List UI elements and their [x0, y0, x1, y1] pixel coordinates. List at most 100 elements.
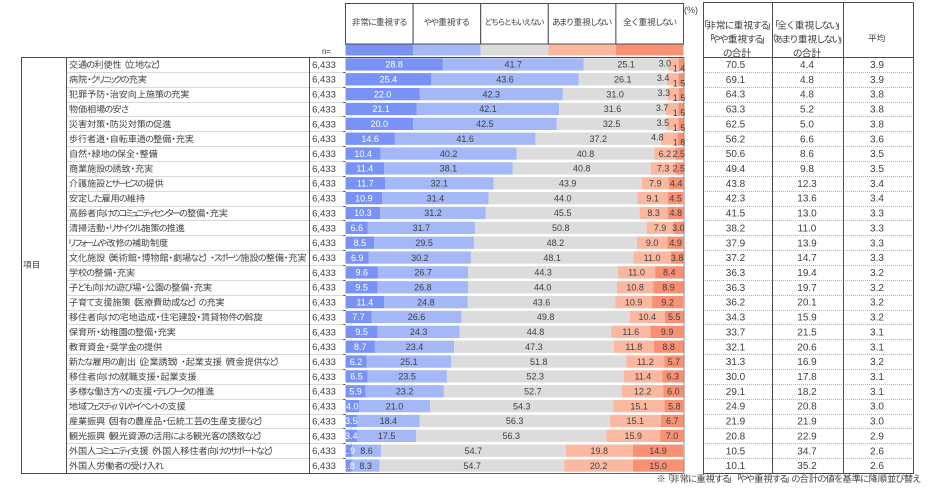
- svg-text:9.8: 9.8: [800, 164, 814, 175]
- svg-text:6,433: 6,433: [312, 327, 336, 338]
- svg-text:19.7: 19.7: [797, 283, 817, 294]
- svg-text:44.3: 44.3: [534, 268, 552, 278]
- svg-text:12.2: 12.2: [634, 387, 652, 397]
- svg-text:3.0: 3.0: [659, 58, 672, 68]
- svg-text:32.1: 32.1: [726, 342, 746, 353]
- svg-text:11.0: 11.0: [628, 268, 645, 278]
- svg-text:3.8: 3.8: [870, 120, 884, 131]
- svg-text:15.1: 15.1: [627, 416, 645, 426]
- svg-text:20.8: 20.8: [797, 402, 817, 413]
- svg-text:31.4: 31.4: [427, 193, 445, 203]
- svg-text:34.7: 34.7: [797, 446, 817, 457]
- svg-text:47.3: 47.3: [525, 342, 543, 352]
- svg-text:56.3: 56.3: [506, 416, 524, 426]
- svg-text:4.4: 4.4: [670, 179, 683, 189]
- svg-text:15.1: 15.1: [630, 401, 648, 411]
- svg-text:26.1: 26.1: [614, 75, 632, 85]
- svg-text:10.5: 10.5: [726, 446, 746, 457]
- svg-text:22.9: 22.9: [797, 432, 817, 443]
- svg-text:9.5: 9.5: [355, 283, 368, 293]
- svg-text:48.1: 48.1: [543, 253, 561, 263]
- svg-text:45.5: 45.5: [554, 208, 572, 218]
- svg-text:25.1: 25.1: [617, 60, 635, 70]
- svg-text:14.9: 14.9: [649, 446, 667, 456]
- svg-text:20.8: 20.8: [726, 432, 746, 443]
- svg-text:6.3: 6.3: [667, 372, 680, 382]
- svg-text:3.1: 3.1: [870, 328, 884, 339]
- svg-text:3.4: 3.4: [657, 73, 670, 83]
- svg-text:3.9: 3.9: [870, 75, 884, 86]
- svg-text:6,433: 6,433: [312, 149, 336, 160]
- svg-text:8.5: 8.5: [354, 238, 367, 248]
- svg-text:37.2: 37.2: [726, 253, 746, 264]
- svg-text:37.2: 37.2: [590, 134, 608, 144]
- svg-text:3.3: 3.3: [870, 238, 884, 249]
- svg-text:6,433: 6,433: [312, 446, 336, 457]
- svg-text:1.5: 1.5: [673, 78, 686, 88]
- svg-text:50.8: 50.8: [552, 223, 570, 233]
- svg-text:54.7: 54.7: [463, 461, 481, 471]
- svg-text:44.8: 44.8: [527, 327, 545, 337]
- svg-text:10.4: 10.4: [354, 149, 372, 159]
- svg-text:20.1: 20.1: [797, 298, 817, 309]
- svg-text:36.3: 36.3: [726, 283, 746, 294]
- svg-text:26.8: 26.8: [414, 283, 432, 293]
- svg-text:23.4: 23.4: [406, 342, 424, 352]
- svg-text:2.6: 2.6: [870, 446, 884, 457]
- svg-text:3.2: 3.2: [870, 283, 884, 294]
- svg-text:70.5: 70.5: [726, 60, 746, 71]
- svg-text:1.5: 1.5: [673, 123, 686, 133]
- svg-text:33.7: 33.7: [726, 328, 746, 339]
- svg-text:6,433: 6,433: [312, 283, 336, 294]
- svg-text:9.2: 9.2: [661, 297, 674, 307]
- svg-text:24.3: 24.3: [410, 327, 428, 337]
- svg-text:3.4: 3.4: [870, 194, 884, 205]
- svg-text:35.2: 35.2: [797, 461, 817, 472]
- svg-text:15.9: 15.9: [797, 313, 817, 324]
- svg-text:5.7: 5.7: [668, 357, 681, 367]
- svg-text:10.3: 10.3: [354, 208, 372, 218]
- svg-text:6,433: 6,433: [312, 298, 336, 309]
- svg-text:29.1: 29.1: [726, 387, 746, 398]
- svg-text:40.8: 40.8: [573, 164, 591, 174]
- svg-text:1.4: 1.4: [673, 63, 686, 73]
- svg-text:69.1: 69.1: [726, 75, 746, 86]
- svg-text:6,433: 6,433: [312, 416, 336, 427]
- svg-text:6,433: 6,433: [312, 104, 336, 115]
- svg-text:11.6: 11.6: [622, 327, 639, 337]
- svg-text:1.9: 1.9: [342, 446, 355, 456]
- svg-text:36.2: 36.2: [726, 298, 746, 309]
- svg-text:31.6: 31.6: [604, 104, 622, 114]
- svg-text:41.7: 41.7: [505, 60, 523, 70]
- svg-text:3.2: 3.2: [870, 357, 884, 368]
- svg-text:17.5: 17.5: [378, 431, 396, 441]
- svg-text:6.0: 6.0: [667, 387, 680, 397]
- svg-text:8.6: 8.6: [800, 149, 814, 160]
- svg-text:5.5: 5.5: [668, 312, 681, 322]
- svg-text:6.6: 6.6: [350, 223, 363, 233]
- svg-text:4.8: 4.8: [800, 90, 814, 101]
- svg-text:3.0: 3.0: [870, 417, 884, 428]
- svg-text:49.8: 49.8: [537, 312, 555, 322]
- svg-text:6,433: 6,433: [312, 134, 336, 145]
- svg-text:42.3: 42.3: [726, 194, 746, 205]
- svg-text:6,433: 6,433: [312, 60, 336, 71]
- svg-text:1.8: 1.8: [673, 138, 686, 148]
- svg-text:30.2: 30.2: [411, 253, 429, 263]
- svg-text:23.2: 23.2: [396, 387, 414, 397]
- svg-text:10.1: 10.1: [726, 461, 746, 472]
- svg-text:2.5: 2.5: [672, 164, 685, 174]
- svg-text:3.4: 3.4: [870, 179, 884, 190]
- svg-text:3.5: 3.5: [657, 118, 670, 128]
- svg-text:16.9: 16.9: [797, 357, 817, 368]
- svg-text:11.4: 11.4: [356, 297, 373, 307]
- svg-text:5.8: 5.8: [668, 401, 681, 411]
- svg-text:21.9: 21.9: [726, 417, 746, 428]
- svg-text:40.8: 40.8: [577, 149, 595, 159]
- svg-text:50.6: 50.6: [726, 149, 746, 160]
- svg-text:30.0: 30.0: [726, 372, 746, 383]
- svg-text:6,433: 6,433: [312, 342, 336, 353]
- svg-text:2.6: 2.6: [870, 461, 884, 472]
- svg-text:62.5: 62.5: [726, 120, 746, 131]
- svg-text:20.0: 20.0: [371, 119, 389, 129]
